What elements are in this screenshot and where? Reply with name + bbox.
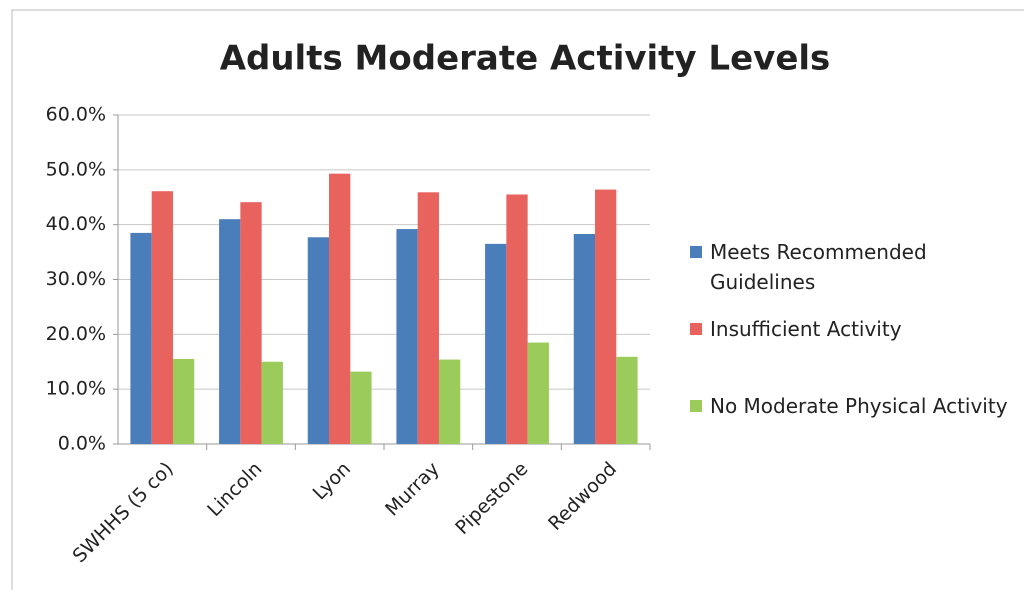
bar <box>350 371 372 444</box>
chart-title: Adults Moderate Activity Levels <box>220 39 831 79</box>
bar <box>307 237 330 444</box>
bar <box>595 189 617 444</box>
bar <box>261 361 283 444</box>
bar <box>485 243 507 444</box>
legend-swatch <box>690 323 702 335</box>
y-tick-label: 60.0% <box>46 104 106 126</box>
bar <box>417 192 439 444</box>
bar <box>219 219 241 444</box>
bar <box>527 342 549 444</box>
bar <box>573 233 596 444</box>
y-tick-label: 0.0% <box>58 433 106 455</box>
x-tick-label: Murray <box>381 458 444 521</box>
bar <box>616 356 638 444</box>
y-tick-label: 10.0% <box>46 378 106 400</box>
bar <box>438 359 461 444</box>
legend-item: Meets Recommended Guidelines <box>690 237 1020 297</box>
y-tick-label: 30.0% <box>46 268 106 290</box>
bar <box>130 232 152 444</box>
legend-label: Insufficient Activity <box>710 317 902 341</box>
legend-swatch <box>690 400 702 412</box>
bar <box>172 359 195 444</box>
y-tick-label: 40.0% <box>46 213 106 235</box>
legend-swatch <box>690 246 702 258</box>
x-tick-label: Redwood <box>544 458 621 535</box>
bar <box>506 194 528 444</box>
bar <box>240 202 262 444</box>
bar <box>396 229 418 444</box>
x-tick-label: SWHHS (5 co) <box>68 458 177 567</box>
legend-item: Insufficient Activity <box>690 314 1020 344</box>
x-tick-label: Lincoln <box>203 458 266 521</box>
bar <box>329 173 351 444</box>
x-tick-label: Pipestone <box>451 458 532 539</box>
legend-label: No Moderate Physical Activity <box>710 394 1008 418</box>
bar <box>151 191 173 444</box>
y-tick-label: 50.0% <box>46 158 106 180</box>
legend-item: No Moderate Physical Activity <box>690 391 1020 421</box>
chart-border <box>11 9 1024 590</box>
x-tick-label: Lyon <box>309 458 356 505</box>
y-tick-label: 20.0% <box>46 323 106 345</box>
legend-label: Meets Recommended Guidelines <box>710 240 927 294</box>
